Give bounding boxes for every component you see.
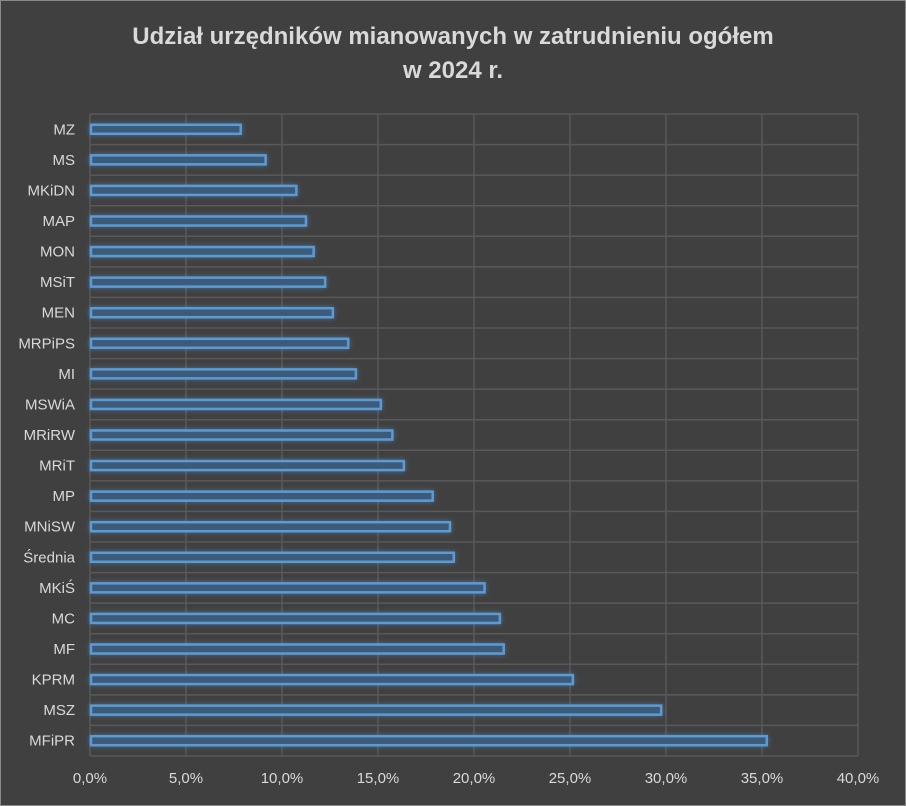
category-label: MRiT bbox=[39, 458, 75, 475]
chart-title-line2: w 2024 r. bbox=[402, 57, 504, 84]
bar bbox=[89, 184, 298, 197]
bar bbox=[89, 368, 358, 380]
bar bbox=[89, 154, 267, 166]
bar bbox=[89, 520, 452, 533]
bar bbox=[89, 306, 335, 319]
bar bbox=[89, 398, 383, 411]
x-tick-label: 5,0% bbox=[169, 770, 203, 787]
category-label: MZ bbox=[53, 121, 75, 138]
category-label: MKiDN bbox=[28, 182, 76, 199]
category-label: MEN bbox=[42, 305, 75, 322]
bar bbox=[89, 551, 456, 564]
bar bbox=[89, 276, 327, 288]
category-label: MON bbox=[40, 244, 75, 261]
x-tick-label: 0,0% bbox=[73, 770, 107, 787]
category-label: MSWiA bbox=[25, 396, 75, 413]
bar bbox=[89, 459, 406, 472]
category-label: MSiT bbox=[40, 274, 75, 291]
bar bbox=[89, 643, 505, 655]
bar bbox=[89, 734, 769, 747]
bar bbox=[89, 490, 434, 502]
category-label: MAP bbox=[42, 213, 75, 230]
category-label: MFiPR bbox=[29, 733, 75, 750]
chart-title: Udział urzędników mianowanych w zatrudni… bbox=[0, 20, 906, 88]
bar bbox=[89, 429, 394, 441]
category-label: KPRM bbox=[32, 672, 75, 689]
bar bbox=[89, 123, 242, 136]
x-tick-label: 10,0% bbox=[261, 770, 304, 787]
category-label: MI bbox=[58, 366, 75, 383]
category-label: MP bbox=[53, 488, 76, 505]
category-label: MNiSW bbox=[24, 519, 76, 536]
category-label: MRiRW bbox=[24, 427, 76, 444]
category-label: MS bbox=[53, 152, 76, 169]
x-tick-label: 30,0% bbox=[645, 770, 688, 787]
category-label: MRPiPS bbox=[18, 335, 75, 352]
x-tick-label: 35,0% bbox=[741, 770, 784, 787]
category-label: MF bbox=[53, 641, 75, 658]
bar bbox=[89, 582, 486, 594]
x-tick-label: 25,0% bbox=[549, 770, 592, 787]
bar bbox=[89, 215, 308, 227]
x-tick-label: 15,0% bbox=[357, 770, 400, 787]
category-label: Średnia bbox=[23, 548, 75, 566]
bar bbox=[89, 704, 663, 716]
bar bbox=[89, 612, 502, 625]
bar bbox=[89, 245, 315, 258]
bar bbox=[89, 337, 350, 350]
category-label: MC bbox=[52, 610, 75, 627]
x-tick-label: 20,0% bbox=[453, 770, 496, 787]
category-label: MSZ bbox=[43, 702, 75, 719]
chart-title-line1: Udział urzędników mianowanych w zatrudni… bbox=[132, 23, 774, 50]
bar bbox=[89, 673, 575, 686]
x-tick-label: 40,0% bbox=[837, 770, 880, 787]
category-label: MKiŚ bbox=[39, 579, 75, 597]
